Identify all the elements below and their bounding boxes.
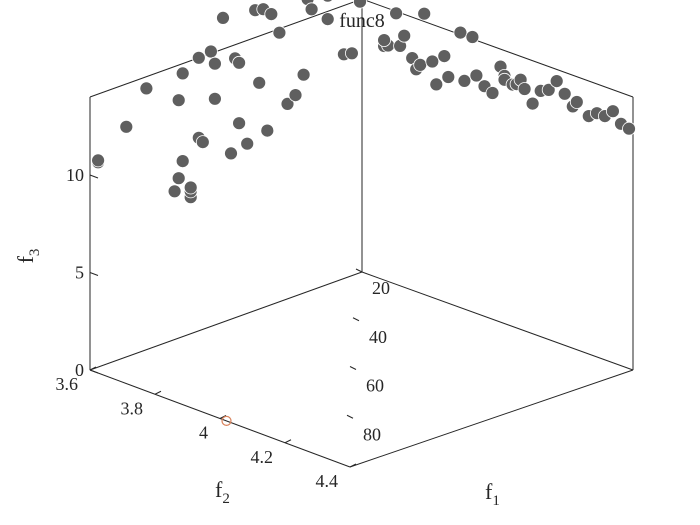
data-point <box>252 75 267 90</box>
data-point <box>437 49 452 63</box>
x-tick-label: 20 <box>372 278 390 298</box>
data-point <box>389 6 404 21</box>
z-tick-label: 5 <box>75 263 84 283</box>
y-tick-mark <box>284 439 292 444</box>
data-point <box>441 70 456 84</box>
data-point <box>280 97 295 111</box>
data-point <box>171 93 186 108</box>
data-point <box>485 86 500 100</box>
y-tick-mark <box>154 390 162 395</box>
data-point <box>207 56 222 71</box>
box-edge-back-right <box>361 271 634 371</box>
data-point <box>397 28 412 43</box>
data-point <box>344 46 359 61</box>
data-point <box>260 123 275 138</box>
z-tick-mark <box>89 369 99 374</box>
data-point <box>264 7 279 22</box>
x-axis-label-main: f <box>485 479 493 504</box>
data-point <box>91 153 105 168</box>
data-points <box>91 0 636 426</box>
data-point <box>469 68 484 83</box>
x-tick-mark <box>349 366 357 370</box>
box-edge-top-left <box>89 0 361 98</box>
data-point <box>606 104 620 119</box>
data-point <box>322 0 334 3</box>
y-axis-label-main: f <box>215 477 223 502</box>
x-tick-mark <box>346 414 354 419</box>
data-point <box>557 86 572 101</box>
data-point <box>232 116 247 131</box>
data-point <box>304 2 319 17</box>
z-axis-label: f3 <box>13 249 43 264</box>
data-point <box>288 88 303 102</box>
x-tick-mark <box>355 268 363 273</box>
highlight-point <box>221 415 232 426</box>
z-tick-label: 10 <box>66 165 84 185</box>
x-tick-label: 60 <box>366 376 384 396</box>
y-tick-label: 3.8 <box>121 398 144 418</box>
data-point <box>465 30 480 44</box>
data-point <box>453 25 468 40</box>
y-tick-label: 3.6 <box>56 374 79 394</box>
box-edge-front-right <box>349 369 634 468</box>
data-point <box>175 154 190 169</box>
x-tick-label: 40 <box>369 327 387 347</box>
data-point <box>171 171 186 186</box>
z-axis-label-sub: 3 <box>27 249 43 257</box>
x-axis-label-sub: 1 <box>492 493 500 509</box>
z-tick-mark <box>89 272 99 276</box>
y-tick-label: 4.2 <box>251 447 274 467</box>
data-point <box>377 33 392 47</box>
data-point <box>272 25 287 40</box>
data-point <box>569 95 584 109</box>
data-point <box>320 12 335 27</box>
box-edge-top-right <box>363 0 634 98</box>
data-point <box>175 66 190 81</box>
y-tick-label: 4 <box>199 423 208 443</box>
data-point <box>457 74 472 88</box>
data-point <box>183 180 198 195</box>
data-point <box>413 58 428 72</box>
data-point <box>167 184 182 199</box>
x-tick-label: 80 <box>363 424 381 444</box>
chart-title: func8 <box>339 10 385 32</box>
data-point <box>139 81 154 96</box>
z-tick-label: 0 <box>75 360 84 380</box>
data-point <box>224 146 238 161</box>
data-point <box>417 6 432 21</box>
y-tick-label: 4.4 <box>316 471 339 491</box>
data-point <box>525 96 540 111</box>
data-point <box>240 136 255 151</box>
z-axis-label-main: f <box>13 255 38 263</box>
data-point <box>195 135 210 150</box>
axes-box <box>89 0 634 468</box>
data-point <box>119 119 134 134</box>
x-axis-label: f1 <box>485 479 500 509</box>
y-axis-label-sub: 2 <box>222 491 230 507</box>
data-point <box>232 55 247 70</box>
data-point <box>541 83 556 97</box>
x-tick-mark <box>352 317 360 322</box>
y-tick-mark <box>219 415 227 419</box>
data-point <box>207 91 222 106</box>
axis-ticks: 0 5 10 3.6 3.8 4 4.2 4.4 20 40 60 80 <box>56 165 391 491</box>
box-edge-back-left <box>89 271 363 371</box>
data-point <box>622 121 636 136</box>
data-point <box>203 44 218 59</box>
y-axis-label: f2 <box>215 477 230 507</box>
data-point <box>517 82 532 96</box>
data-point <box>353 0 367 9</box>
data-point <box>296 67 311 82</box>
data-point <box>425 54 440 69</box>
data-point <box>549 74 564 88</box>
y-tick-mark <box>89 366 97 371</box>
z-tick-mark <box>89 174 99 179</box>
y-tick-mark <box>349 463 357 468</box>
data-point <box>429 77 444 92</box>
data-point <box>191 50 206 65</box>
data-point <box>216 10 230 25</box>
